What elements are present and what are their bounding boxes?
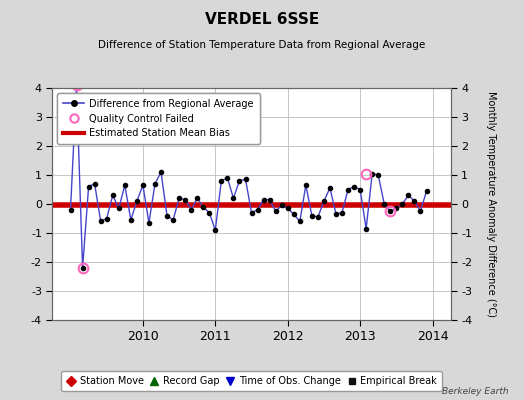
- Text: VERDEL 6SSE: VERDEL 6SSE: [205, 12, 319, 27]
- Text: Berkeley Earth: Berkeley Earth: [442, 387, 508, 396]
- Legend: Station Move, Record Gap, Time of Obs. Change, Empirical Break: Station Move, Record Gap, Time of Obs. C…: [61, 372, 442, 391]
- Legend: Difference from Regional Average, Quality Control Failed, Estimated Station Mean: Difference from Regional Average, Qualit…: [57, 93, 260, 144]
- Y-axis label: Monthly Temperature Anomaly Difference (°C): Monthly Temperature Anomaly Difference (…: [486, 91, 496, 317]
- Text: Difference of Station Temperature Data from Regional Average: Difference of Station Temperature Data f…: [99, 40, 425, 50]
